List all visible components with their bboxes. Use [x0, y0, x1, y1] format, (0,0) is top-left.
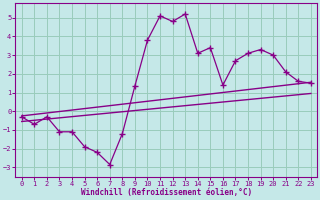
- X-axis label: Windchill (Refroidissement éolien,°C): Windchill (Refroidissement éolien,°C): [81, 188, 252, 197]
